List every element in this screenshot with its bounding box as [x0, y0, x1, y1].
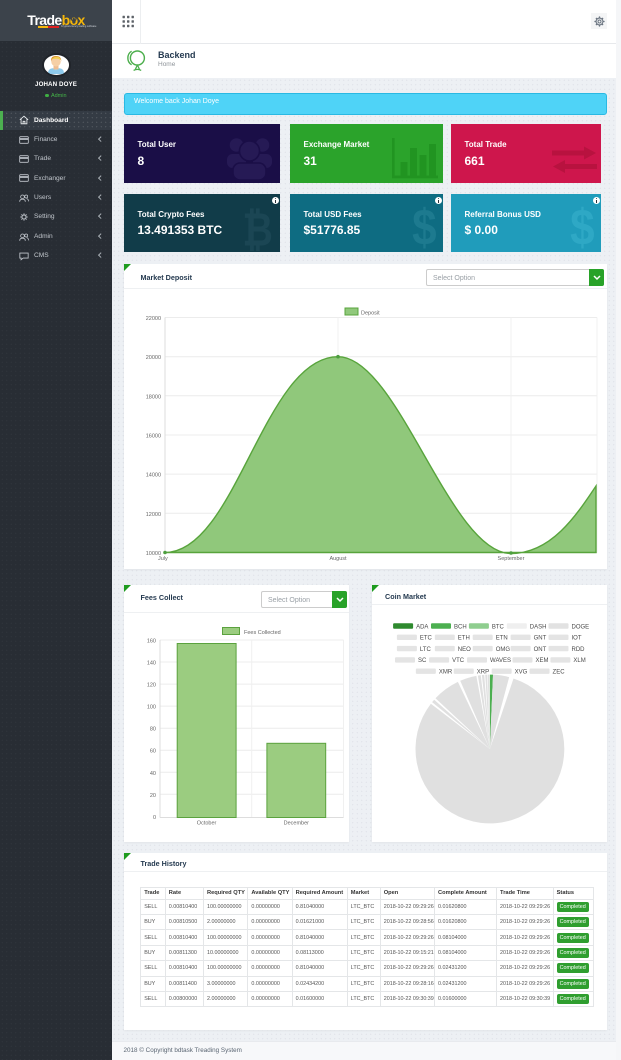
svg-text:0: 0 [153, 815, 156, 821]
svg-text:BCH: BCH [454, 624, 467, 630]
svg-text:ETN: ETN [496, 636, 508, 642]
svg-text:60: 60 [150, 749, 156, 755]
svg-text:10000: 10000 [146, 551, 161, 557]
svg-text:August: August [329, 556, 347, 562]
svg-text:22000: 22000 [146, 316, 161, 322]
svg-text:WAVES: WAVES [490, 658, 511, 664]
svg-text:18000: 18000 [146, 394, 161, 400]
svg-text:LTC: LTC [420, 647, 432, 653]
svg-text:ADA: ADA [416, 624, 428, 630]
svg-text:IOT: IOT [572, 636, 582, 642]
svg-text:120: 120 [147, 683, 156, 689]
svg-text:SC: SC [418, 658, 427, 664]
svg-text:160: 160 [147, 639, 156, 645]
svg-text:XVG: XVG [515, 670, 528, 676]
svg-text:XEM: XEM [536, 658, 549, 664]
svg-text:Fees Collected: Fees Collected [244, 630, 281, 636]
svg-text:July: July [158, 556, 168, 562]
svg-text:20: 20 [150, 793, 156, 799]
svg-text:XMR: XMR [439, 670, 453, 676]
svg-text:DOGE: DOGE [572, 624, 590, 630]
svg-text:ZEC: ZEC [553, 670, 566, 676]
svg-text:XRP: XRP [477, 670, 489, 676]
svg-text:GNT: GNT [534, 636, 547, 642]
svg-text:VTC: VTC [452, 658, 465, 664]
svg-text:XLM: XLM [573, 658, 585, 664]
svg-text:40: 40 [150, 771, 156, 777]
svg-text:16000: 16000 [146, 434, 161, 440]
svg-text:80: 80 [150, 727, 156, 733]
svg-text:DASH: DASH [530, 624, 547, 630]
svg-text:ETH: ETH [458, 636, 470, 642]
svg-text:12000: 12000 [146, 512, 161, 518]
svg-text:100: 100 [147, 705, 156, 711]
svg-text:Deposit: Deposit [361, 311, 380, 317]
svg-text:RDD: RDD [572, 647, 586, 653]
svg-text:BTC: BTC [492, 624, 505, 630]
svg-text:140: 140 [147, 661, 156, 667]
svg-text:ETC: ETC [420, 636, 433, 642]
svg-text:October: October [197, 821, 217, 827]
svg-text:September: September [498, 556, 525, 562]
svg-text:14000: 14000 [146, 473, 161, 479]
svg-text:20000: 20000 [146, 355, 161, 361]
svg-text:NEO: NEO [458, 647, 471, 653]
svg-text:OMG: OMG [496, 647, 511, 653]
svg-text:ONT: ONT [534, 647, 547, 653]
svg-text:December: December [284, 821, 310, 827]
